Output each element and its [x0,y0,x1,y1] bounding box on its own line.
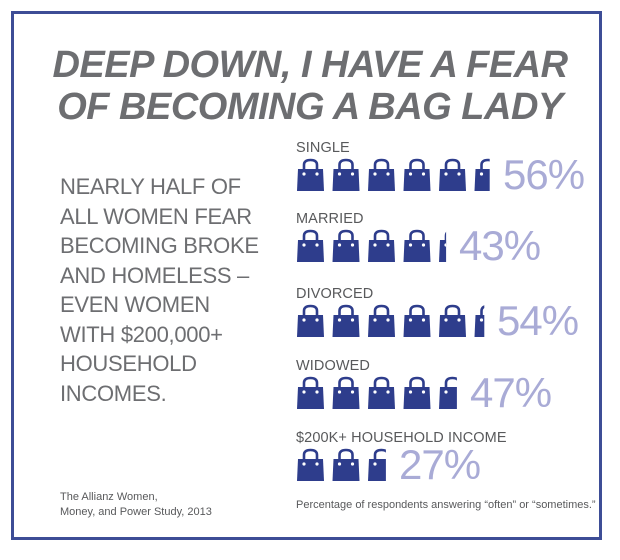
summary-line: AND HOMELESS – [60,262,249,288]
bag-icon [368,158,395,191]
bag-icon [439,376,457,409]
summary-line: HOUSEHOLD [60,351,197,376]
bag-icon [332,376,360,409]
headline-line-2: OF BECOMING A BAG LADY [57,86,563,128]
bag-icon [439,304,466,337]
bag-icon [368,304,395,337]
source-line: Money, and Power Study, 2013 [60,506,212,518]
bag-icon [297,448,324,481]
category-label: SINGLE [296,140,350,156]
bag-icon [297,229,324,262]
bag-icon [474,305,485,337]
bag-icon [403,158,431,191]
category-label: DIVORCED [296,286,374,302]
bag-icon [439,231,447,262]
summary-line: EVEN WOMEN [60,292,210,317]
bag-icon [297,376,324,409]
bag-icon [368,229,395,262]
source-citation: The Allianz Women, Money, and Power Stud… [60,490,212,520]
bag-icon [368,448,386,481]
summary-line: NEARLY HALF OF [60,174,241,199]
summary-line: ALL WOMEN FEAR [60,203,252,229]
source-line: The Allianz Women, [60,491,158,503]
summary-line: BECOMING BROKE [60,233,259,258]
bag-icon [368,376,395,409]
bag-icon [332,158,360,191]
chart-footnote: Percentage of respondents answering “oft… [296,499,596,511]
bag-icon [403,376,431,409]
bag-icon [297,304,324,337]
summary-line: WITH $200,000+ [60,321,223,347]
percent-label: 56% [503,151,585,198]
bag-icon [332,448,360,481]
percent-label: 43% [459,222,541,269]
bag-icon [439,158,466,191]
percent-label: 54% [497,297,579,344]
category-label: WIDOWED [296,358,370,374]
percent-label: 47% [470,369,552,416]
bag-icon [332,304,360,337]
bag-icon [474,158,490,191]
summary-text: NEARLY HALF OF ALL WOMEN FEAR BECOMING B… [60,172,280,408]
bag-icon [297,158,324,191]
summary-line: INCOMES. [60,380,167,406]
category-label: MARRIED [296,211,364,227]
percent-label: 27% [399,441,481,488]
bag-icon [403,229,431,262]
category-label: $200K+ HOUSEHOLD INCOME [296,430,507,446]
headline-line-1: DEEP DOWN, I HAVE A FEAR [52,44,568,86]
bag-icon [403,304,431,337]
bag-icon [332,229,360,262]
